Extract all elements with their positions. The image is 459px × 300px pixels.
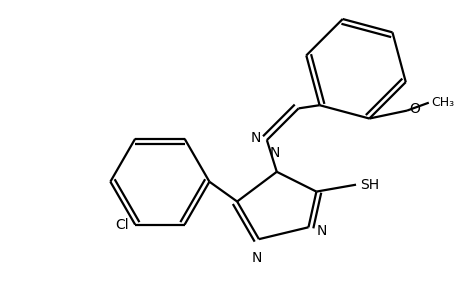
Text: N: N [316, 224, 326, 238]
Text: N: N [251, 251, 262, 265]
Text: O: O [408, 102, 419, 116]
Text: CH₃: CH₃ [430, 96, 453, 109]
Text: Cl: Cl [115, 218, 129, 232]
Text: N: N [250, 131, 260, 145]
Text: SH: SH [359, 178, 378, 192]
Text: N: N [269, 146, 280, 160]
